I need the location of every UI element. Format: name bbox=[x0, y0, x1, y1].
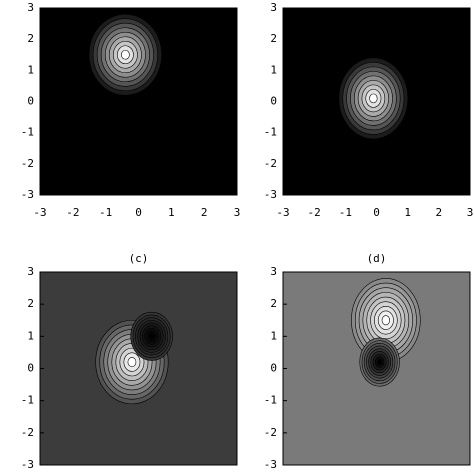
x-tick-label: 2 bbox=[436, 206, 443, 219]
y-tick-label: 2 bbox=[270, 32, 277, 45]
contour-level bbox=[121, 49, 130, 60]
contours bbox=[338, 57, 409, 140]
y-tick-label: -2 bbox=[21, 157, 34, 170]
y-tick-label: 3 bbox=[27, 265, 34, 278]
y-tick-label: 3 bbox=[27, 1, 34, 14]
y-tick-label: -3 bbox=[264, 458, 277, 471]
y-tick-label: 1 bbox=[27, 63, 34, 76]
chart-title: (d) bbox=[367, 252, 387, 265]
y-tick-label: 3 bbox=[270, 1, 277, 14]
contour-level bbox=[381, 315, 390, 326]
y-tick-label: -3 bbox=[21, 188, 34, 201]
y-tick-label: -1 bbox=[21, 126, 34, 139]
y-tick-label: 1 bbox=[270, 329, 277, 342]
x-tick-label: 3 bbox=[467, 206, 474, 219]
y-tick-label: -1 bbox=[21, 394, 34, 407]
x-tick-label: -3 bbox=[33, 206, 46, 219]
y-tick-label: -2 bbox=[21, 426, 34, 439]
x-tick-label: 0 bbox=[135, 206, 142, 219]
y-tick-label: -2 bbox=[264, 426, 277, 439]
contours bbox=[88, 13, 162, 96]
x-tick-label: 1 bbox=[168, 206, 175, 219]
y-tick-label: -1 bbox=[264, 394, 277, 407]
x-tick-label: 2 bbox=[201, 206, 208, 219]
y-tick-label: -3 bbox=[264, 188, 277, 201]
y-tick-label: 0 bbox=[27, 95, 34, 108]
y-tick-label: -3 bbox=[21, 458, 34, 471]
y-tick-label: 2 bbox=[270, 297, 277, 310]
y-tick-label: 2 bbox=[27, 297, 34, 310]
chart-title: (c) bbox=[129, 252, 149, 265]
y-tick-label: 0 bbox=[270, 362, 277, 375]
x-tick-label: 1 bbox=[404, 206, 411, 219]
y-tick-label: 1 bbox=[27, 329, 34, 342]
y-tick-label: 3 bbox=[270, 265, 277, 278]
x-tick-label: 3 bbox=[234, 206, 241, 219]
contours bbox=[95, 311, 173, 405]
x-tick-label: -3 bbox=[276, 206, 289, 219]
contour-level bbox=[149, 333, 155, 340]
contour-level bbox=[369, 93, 378, 104]
x-tick-label: -1 bbox=[99, 206, 112, 219]
x-tick-label: -2 bbox=[308, 206, 321, 219]
y-tick-label: 2 bbox=[27, 32, 34, 45]
contour-level bbox=[127, 357, 137, 368]
y-tick-label: 1 bbox=[270, 63, 277, 76]
contour-level bbox=[377, 359, 383, 366]
y-tick-label: -1 bbox=[264, 126, 277, 139]
x-tick-label: -1 bbox=[339, 206, 352, 219]
y-tick-label: 0 bbox=[270, 95, 277, 108]
x-tick-label: 0 bbox=[373, 206, 380, 219]
y-tick-label: 0 bbox=[27, 362, 34, 375]
y-tick-label: -2 bbox=[264, 157, 277, 170]
contours bbox=[351, 278, 421, 387]
x-tick-label: -2 bbox=[66, 206, 79, 219]
